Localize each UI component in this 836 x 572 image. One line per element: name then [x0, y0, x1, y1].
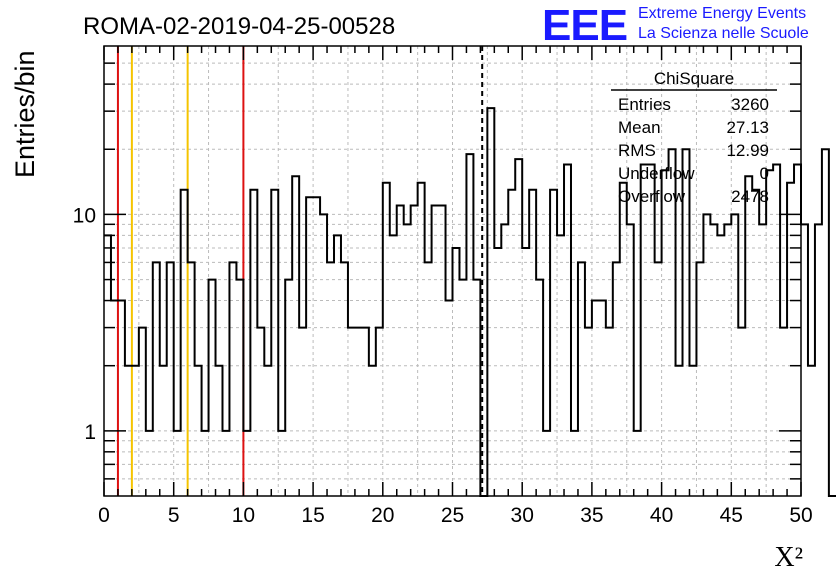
x-tick-label: 5: [168, 504, 180, 527]
logo-mark: EEE: [542, 1, 627, 50]
stats-label: RMS: [618, 141, 656, 160]
grid-lines: [104, 46, 801, 496]
x-axis-label: X²: [774, 542, 803, 572]
x-tick-label: 20: [371, 504, 394, 527]
x-tick-label: 50: [789, 504, 812, 527]
x-tick-label: 10: [232, 504, 255, 527]
x-tick-label: 40: [650, 504, 673, 527]
x-tick-label: 25: [441, 504, 464, 527]
stats-value: 27.13: [726, 118, 769, 137]
y-axis-label: Entries/bin: [10, 50, 40, 178]
x-tick-label: 15: [301, 504, 324, 527]
logo-line-1: Extreme Energy Events: [638, 5, 806, 22]
x-tick-label: 45: [720, 504, 743, 527]
stats-label: Mean: [618, 118, 661, 137]
stats-label: Overflow: [618, 187, 686, 206]
stats-value: 12.99: [726, 141, 769, 160]
stats-box: ChiSquare Entries 3260 Mean 27.13 RMS 12.99 Un…: [611, 69, 777, 206]
stats-title: ChiSquare: [654, 69, 734, 88]
stats-label: Underflow: [618, 164, 695, 183]
x-tick-label: 35: [580, 504, 603, 527]
eee-logo: EEE Extreme Energy Events La Scienza nel…: [542, 1, 809, 50]
y-tick-label: 1: [84, 421, 96, 444]
histogram-series: [104, 107, 836, 497]
y-tick-label: 10: [73, 204, 96, 227]
y-axis-ticks: 1 10: [73, 62, 801, 480]
x-tick-label: 0: [98, 504, 110, 527]
x-tick-label: 30: [511, 504, 534, 527]
stats-value: 0: [760, 164, 769, 183]
logo-line-2: La Scienza nelle Scuole: [638, 25, 809, 42]
stats-value: 3260: [731, 95, 769, 114]
x-axis-ticks: 0 5 10 15 20 25 30 35 40 45 50: [98, 46, 813, 527]
chart-title: ROMA-02-2019-04-25-00528: [83, 13, 395, 40]
stats-value: 2478: [731, 187, 769, 206]
stats-label: Entries: [618, 95, 671, 114]
